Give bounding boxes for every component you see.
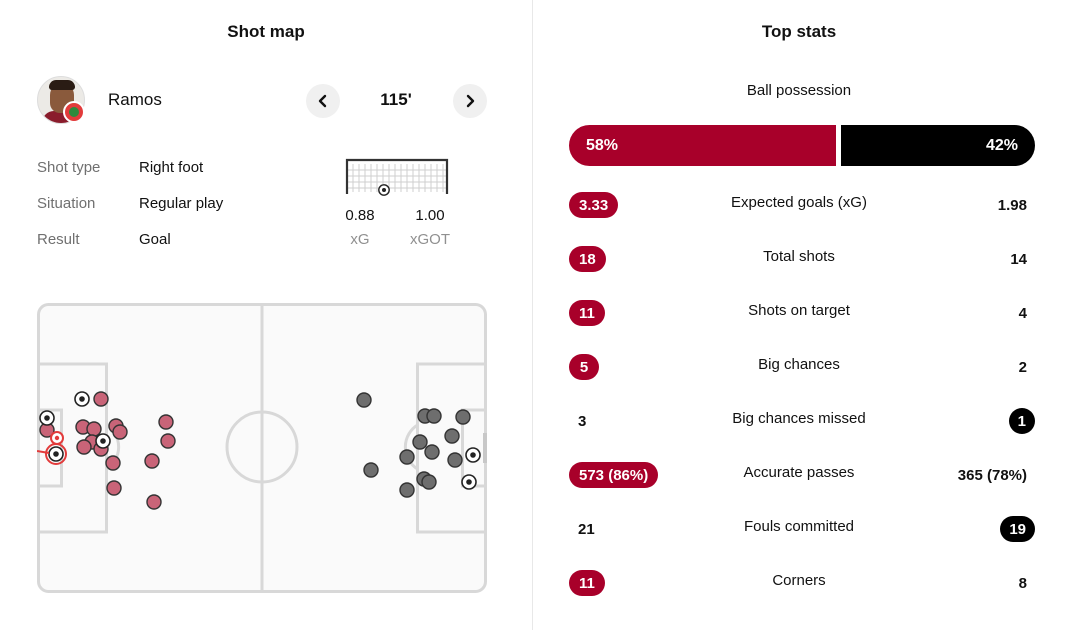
chevron-right-icon — [466, 94, 475, 108]
possession-away-bar: 42% — [841, 125, 1035, 166]
stat-label: Expected goals (xG) — [731, 194, 867, 211]
shot-marker[interactable] — [160, 433, 176, 449]
shot-goal-marker[interactable] — [465, 447, 481, 463]
shot-goal-marker[interactable] — [39, 410, 55, 426]
shot-marker[interactable] — [158, 414, 174, 430]
shot-marker[interactable] — [76, 439, 92, 455]
stat-home-value: 21 — [578, 520, 595, 538]
shot-marker[interactable] — [146, 494, 162, 510]
shot-minute: 115' — [380, 90, 412, 109]
stat-away-value: 1 — [1008, 408, 1035, 434]
shot-marker[interactable] — [412, 434, 428, 450]
stat-away-value: 2 — [1018, 358, 1027, 376]
previous-shot-button[interactable] — [306, 84, 340, 118]
shot-marker[interactable] — [356, 392, 372, 408]
shot-marker[interactable] — [455, 409, 471, 425]
shot-marker[interactable] — [426, 408, 442, 424]
possession-home-value: 58% — [586, 136, 619, 154]
stat-row: Expected goals (xG) 3.33 1.98 — [533, 189, 1065, 219]
stat-label: Big chances — [758, 356, 840, 373]
shot-map-pitch[interactable] — [37, 303, 487, 593]
stat-home-value: 3.33 — [569, 192, 619, 218]
stat-away-value: 365 (78%) — [957, 466, 1027, 484]
stat-away-value: 1.98 — [997, 196, 1027, 214]
xg-value: 0.88 — [345, 207, 375, 224]
shot-marker[interactable] — [106, 480, 122, 496]
stat-row: Big chances 5 2 — [533, 351, 1065, 381]
stat-row: Fouls committed 21 19 — [533, 513, 1065, 543]
top-stats-title: Top stats — [761, 22, 837, 41]
shot-marker[interactable] — [399, 449, 415, 465]
stat-row: Corners 11 8 — [533, 567, 1065, 597]
situation-value: Regular play — [139, 195, 224, 212]
stat-row: Shots on target 11 4 — [533, 297, 1065, 327]
stat-away-value: 4 — [1018, 304, 1027, 322]
shot-map-panel: Shot map Ramos 115' Shot type Right foot… — [0, 0, 532, 630]
shot-marker[interactable] — [399, 482, 415, 498]
shot-type-label: Shot type — [37, 159, 101, 176]
result-value: Goal — [139, 231, 171, 248]
top-stats-panel: Top stats Ball possession 58% 42% Expect… — [533, 0, 1065, 630]
stat-row: Big chances missed 3 1 — [533, 405, 1065, 435]
shot-marker[interactable] — [93, 391, 109, 407]
stat-label: Big chances missed — [732, 410, 866, 427]
next-shot-button[interactable] — [453, 84, 487, 118]
selected-shot-marker[interactable] — [37, 431, 67, 465]
xgot-value: 1.00 — [415, 207, 445, 224]
stat-home-value: 18 — [569, 246, 606, 272]
stat-label: Total shots — [763, 248, 835, 265]
shot-marker[interactable] — [424, 444, 440, 460]
possession-away-value: 42% — [985, 136, 1018, 154]
shot-marker[interactable] — [105, 455, 121, 471]
shots-layer — [37, 391, 481, 510]
stat-away-value: 8 — [1018, 574, 1027, 592]
stat-label: Fouls committed — [743, 518, 855, 535]
chevron-left-icon — [318, 94, 327, 108]
stat-home-value: 3 — [578, 412, 587, 430]
shot-marker[interactable] — [144, 453, 160, 469]
stat-label: Corners — [772, 572, 826, 589]
shot-goal-marker[interactable] — [461, 474, 477, 490]
shot-goal-marker[interactable] — [74, 391, 90, 407]
xg-label: xG — [350, 231, 370, 248]
shot-marker[interactable] — [447, 452, 463, 468]
xgot-label: xGOT — [410, 231, 450, 248]
stat-home-value: 573 (86%) — [569, 462, 659, 488]
stat-label: Shots on target — [748, 302, 850, 319]
shot-goal-marker[interactable] — [95, 433, 111, 449]
stat-away-value: 14 — [1010, 250, 1027, 268]
possession-home-bar: 58% — [569, 125, 836, 166]
stat-home-value: 11 — [569, 570, 605, 596]
stat-away-value: 19 — [1000, 516, 1035, 542]
stat-row: Accurate passes 573 (86%) 365 (78%) — [533, 459, 1065, 489]
goal-frame-icon — [345, 158, 449, 196]
team-badge-icon — [63, 101, 85, 123]
shot-marker[interactable] — [444, 428, 460, 444]
result-label: Result — [37, 231, 80, 248]
situation-label: Situation — [37, 195, 96, 212]
player-name[interactable]: Ramos — [108, 90, 162, 109]
shot-marker[interactable] — [421, 474, 437, 490]
shot-goal-marker[interactable] — [48, 446, 64, 462]
stat-label: Accurate passes — [743, 464, 855, 481]
panel-divider — [532, 0, 533, 630]
shot-marker[interactable] — [112, 424, 128, 440]
shot-marker[interactable] — [86, 421, 102, 437]
possession-label: Ball possession — [746, 82, 852, 99]
shot-map-title: Shot map — [227, 22, 305, 41]
shot-type-value: Right foot — [139, 159, 204, 176]
shot-marker[interactable] — [363, 462, 379, 478]
stat-home-value: 5 — [569, 354, 599, 380]
stat-home-value: 11 — [569, 300, 605, 326]
stat-row: Total shots 18 14 — [533, 243, 1065, 273]
